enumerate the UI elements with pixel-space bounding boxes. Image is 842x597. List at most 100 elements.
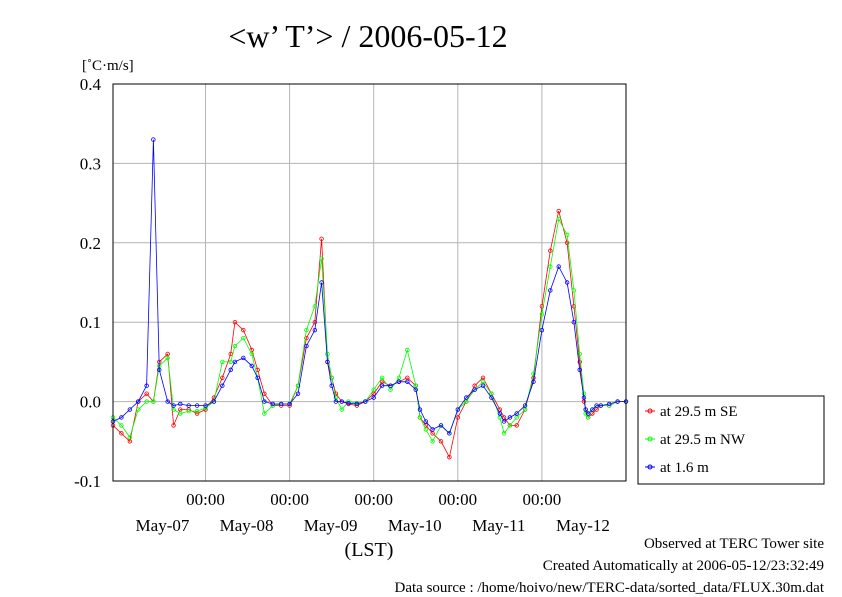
data-point [339, 407, 344, 412]
data-point [430, 427, 435, 432]
data-point [405, 379, 410, 384]
y-tick-label: 0.3 [80, 154, 101, 173]
data-point [144, 391, 149, 396]
data-point [312, 304, 318, 309]
data-point [514, 411, 519, 416]
data-point [472, 387, 477, 392]
series-lines [110, 137, 629, 460]
data-point [249, 351, 254, 357]
data-point [594, 403, 599, 408]
legend-swatch-marker [647, 436, 653, 442]
data-point [325, 351, 330, 357]
x-time-label: 00:00 [438, 490, 477, 509]
x-time-label: 00:00 [523, 490, 562, 509]
y-tick-labels: 0.4 0.3 0.2 0.1 0.0 -0.1 [74, 75, 101, 491]
data-point [531, 379, 536, 384]
data-point [354, 401, 360, 407]
data-point [232, 359, 238, 365]
data-point [194, 408, 200, 414]
data-point [333, 399, 339, 404]
data-point [151, 137, 156, 142]
data-point [548, 288, 553, 293]
data-point [304, 335, 309, 341]
data-point [232, 320, 238, 325]
data-point [127, 407, 133, 412]
data-point [165, 399, 170, 404]
data-point [548, 248, 553, 253]
data-point [312, 320, 318, 325]
data-point [556, 216, 561, 222]
data-point [388, 383, 393, 388]
x-axis-label: (LST) [345, 539, 394, 561]
data-point [571, 288, 577, 293]
data-point [615, 399, 620, 404]
y-tick-label: 0.0 [80, 393, 101, 412]
data-point [329, 383, 334, 388]
legend-swatch-marker [647, 464, 653, 470]
data-point [548, 264, 553, 269]
data-point [564, 232, 570, 238]
data-point [178, 401, 183, 407]
series-line-2 [112, 139, 626, 435]
y-tick-label: 0.1 [80, 313, 101, 332]
data-point [186, 408, 191, 414]
data-point [464, 395, 469, 400]
data-point [232, 343, 238, 349]
x-time-label: 00:00 [354, 490, 393, 509]
chart-title: <w’ T’> / 2006-05-12 [228, 18, 507, 54]
data-point [598, 403, 603, 408]
data-point [228, 359, 233, 365]
legend-label: at 29.5 m SE [660, 404, 738, 420]
x-day-label: May-11 [472, 516, 525, 535]
x-time-label: 00:00 [270, 490, 309, 509]
plot-frame [112, 83, 627, 482]
data-point [136, 399, 141, 404]
data-point [539, 327, 545, 333]
data-point [220, 375, 225, 380]
data-point [497, 411, 503, 416]
data-point [262, 399, 267, 404]
data-point [144, 399, 149, 404]
data-point [171, 423, 176, 428]
x-day-label: May-09 [304, 516, 358, 535]
data-point [447, 431, 452, 436]
data-point [564, 240, 570, 245]
data-point [413, 387, 418, 392]
data-point [249, 363, 254, 369]
data-point [295, 383, 301, 388]
legend-swatch-marker [647, 408, 653, 414]
data-point [157, 367, 162, 373]
data-point [501, 419, 507, 424]
x-time-label: 00:00 [186, 490, 225, 509]
data-point [539, 312, 545, 317]
data-point [144, 383, 149, 388]
data-point [119, 423, 124, 428]
data-point [438, 423, 444, 428]
data-point [514, 423, 519, 428]
y-axis-label: [˚C·m/s] [82, 58, 134, 74]
data-point [507, 415, 513, 420]
data-point [329, 375, 334, 380]
data-point [447, 454, 452, 460]
footer-site: Observed at TERC Tower site [643, 536, 824, 552]
data-point [194, 403, 200, 408]
data-point [211, 399, 217, 404]
data-point [371, 387, 376, 392]
data-point [522, 403, 528, 408]
data-point [396, 379, 402, 384]
data-point [127, 435, 133, 440]
legend-box [637, 395, 825, 485]
x-tick-labels: 00:00 00:00 00:00 00:00 00:00 May-07 May-08 May… [136, 490, 610, 535]
data-point [405, 347, 410, 353]
legend-label: at 1.6 m [660, 460, 709, 476]
data-point [325, 359, 330, 365]
data-point [319, 256, 324, 261]
y-tick-label: -0.1 [74, 472, 101, 491]
data-point [220, 383, 225, 388]
grid-lines [113, 83, 626, 482]
data-point [577, 359, 582, 365]
data-point [423, 419, 429, 424]
data-point [507, 423, 513, 428]
data-point [119, 415, 124, 420]
data-point [564, 280, 570, 285]
